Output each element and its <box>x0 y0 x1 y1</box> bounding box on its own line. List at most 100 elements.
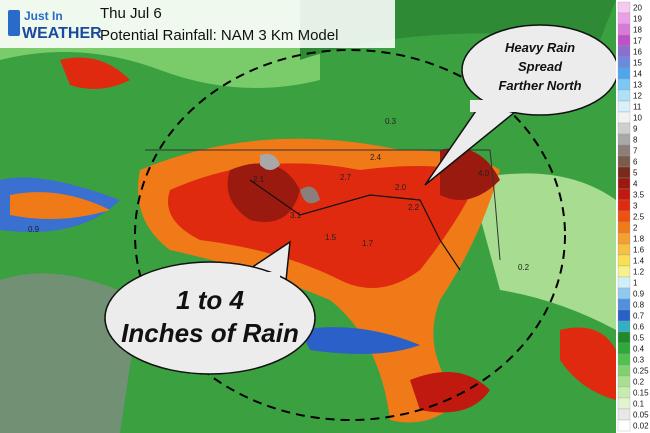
logo-line1: Just In <box>24 9 63 23</box>
legend-label: 18 <box>633 26 642 35</box>
map-labels: 2.1 3.1 2.4 2.7 4.0 2.2 1.5 0.9 0.3 0.2 … <box>28 117 530 272</box>
legend-swatch <box>617 177 631 190</box>
legend-swatch <box>617 1 631 14</box>
legend-label: 7 <box>633 147 638 156</box>
map-label: 1.7 <box>362 239 374 248</box>
legend-swatch <box>617 232 631 245</box>
legend-swatch <box>617 419 631 432</box>
callout: 1 to 4 Inches of Rain <box>104 240 316 375</box>
legend-label: 3 <box>633 202 638 211</box>
legend-label: 0.7 <box>633 312 645 321</box>
callout-text: Inches of Rain <box>121 318 299 348</box>
legend-label: 1.2 <box>633 268 645 277</box>
legend-swatch <box>617 166 631 179</box>
legend-swatch <box>617 287 631 300</box>
legend-swatch <box>617 364 631 377</box>
legend-swatch <box>617 67 631 80</box>
legend-label: 3.5 <box>633 191 645 200</box>
map-label: 4.0 <box>478 169 490 178</box>
legend-label: 0.2 <box>633 378 645 387</box>
legend-swatch <box>617 23 631 36</box>
legend-swatch <box>617 111 631 124</box>
map-label: 0.2 <box>518 263 530 272</box>
legend-swatch <box>617 78 631 91</box>
legend: 20 19 18 17 16 15 14 13 12 11 10 9 8 7 6 5 4 3.5 3 2.5 2 1.8 1… <box>616 0 650 433</box>
legend-label: 2.5 <box>633 213 645 222</box>
legend-label: 17 <box>633 37 642 46</box>
legend-swatch <box>617 155 631 168</box>
logo-line2: WEATHER <box>22 25 102 42</box>
legend-label: 11 <box>633 103 642 112</box>
legend-swatch <box>617 144 631 157</box>
legend-swatch <box>617 243 631 256</box>
legend-label: 10 <box>633 114 642 123</box>
legend-label: 0.9 <box>633 290 645 299</box>
legend-label: 0.1 <box>633 400 645 409</box>
legend-swatch <box>617 309 631 322</box>
legend-label: 15 <box>633 59 642 68</box>
legend-swatch <box>617 265 631 278</box>
map-label: 2.2 <box>408 203 420 212</box>
legend-label: 14 <box>633 70 642 79</box>
legend-label: 0.02 <box>633 422 649 431</box>
header: Just In WEATHER Thu Jul 6 Potential Rain… <box>0 0 395 48</box>
logo-icon <box>8 10 20 36</box>
legend-swatch <box>617 89 631 102</box>
legend-swatch <box>617 353 631 366</box>
legend-label: 6 <box>633 158 638 167</box>
map-label: 0.3 <box>385 117 397 126</box>
legend-label: 0.05 <box>633 411 649 420</box>
legend-label: 1 <box>633 279 638 288</box>
legend-label: 1.4 <box>633 257 645 266</box>
callout-text: Farther North <box>498 78 581 93</box>
legend-swatch <box>617 342 631 355</box>
legend-swatch <box>617 122 631 135</box>
map-label: 0.9 <box>28 225 40 234</box>
legend-label: 0.5 <box>633 334 645 343</box>
legend-swatch <box>617 375 631 388</box>
legend-label: 0.6 <box>633 323 645 332</box>
legend-swatch <box>617 34 631 47</box>
title: Potential Rainfall: NAM 3 Km Model <box>100 27 338 44</box>
legend-label: 5 <box>633 169 638 178</box>
legend-label: 0.25 <box>633 367 649 376</box>
legend-swatch <box>617 331 631 344</box>
legend-label: 1.6 <box>633 246 645 255</box>
legend-label: 2 <box>633 224 638 233</box>
legend-label: 0.15 <box>633 389 649 398</box>
legend-swatch <box>617 397 631 410</box>
legend-swatch <box>617 254 631 267</box>
legend-label: 9 <box>633 125 638 134</box>
legend-swatch <box>617 100 631 113</box>
callout-text: Heavy Rain <box>505 40 575 55</box>
legend-label: 19 <box>633 15 642 24</box>
legend-label: 16 <box>633 48 642 57</box>
legend-label: 0.4 <box>633 345 645 354</box>
legend-swatch <box>617 320 631 333</box>
legend-swatch <box>617 133 631 146</box>
legend-label: 12 <box>633 92 642 101</box>
legend-swatch <box>617 199 631 212</box>
map-label: 2.1 <box>253 175 265 184</box>
callout-text: 1 to 4 <box>176 285 244 315</box>
legend-label: 13 <box>633 81 642 90</box>
legend-swatch <box>617 386 631 399</box>
legend-swatch <box>617 45 631 58</box>
legend-label: 0.8 <box>633 301 645 310</box>
map-label: 3.1 <box>290 211 302 220</box>
legend-label: 4 <box>633 180 638 189</box>
legend-label: 8 <box>633 136 638 145</box>
callout-text: Spread <box>518 59 563 74</box>
legend-swatch <box>617 12 631 25</box>
legend-label: 1.8 <box>633 235 645 244</box>
legend-swatch <box>617 221 631 234</box>
map-label: 2.7 <box>340 173 352 182</box>
legend-swatch <box>617 276 631 289</box>
legend-swatch <box>617 188 631 201</box>
map-label: 2.0 <box>395 183 407 192</box>
date: Thu Jul 6 <box>100 5 162 22</box>
legend-label: 0.3 <box>633 356 645 365</box>
legend-swatch <box>617 210 631 223</box>
legend-label: 20 <box>633 4 642 13</box>
